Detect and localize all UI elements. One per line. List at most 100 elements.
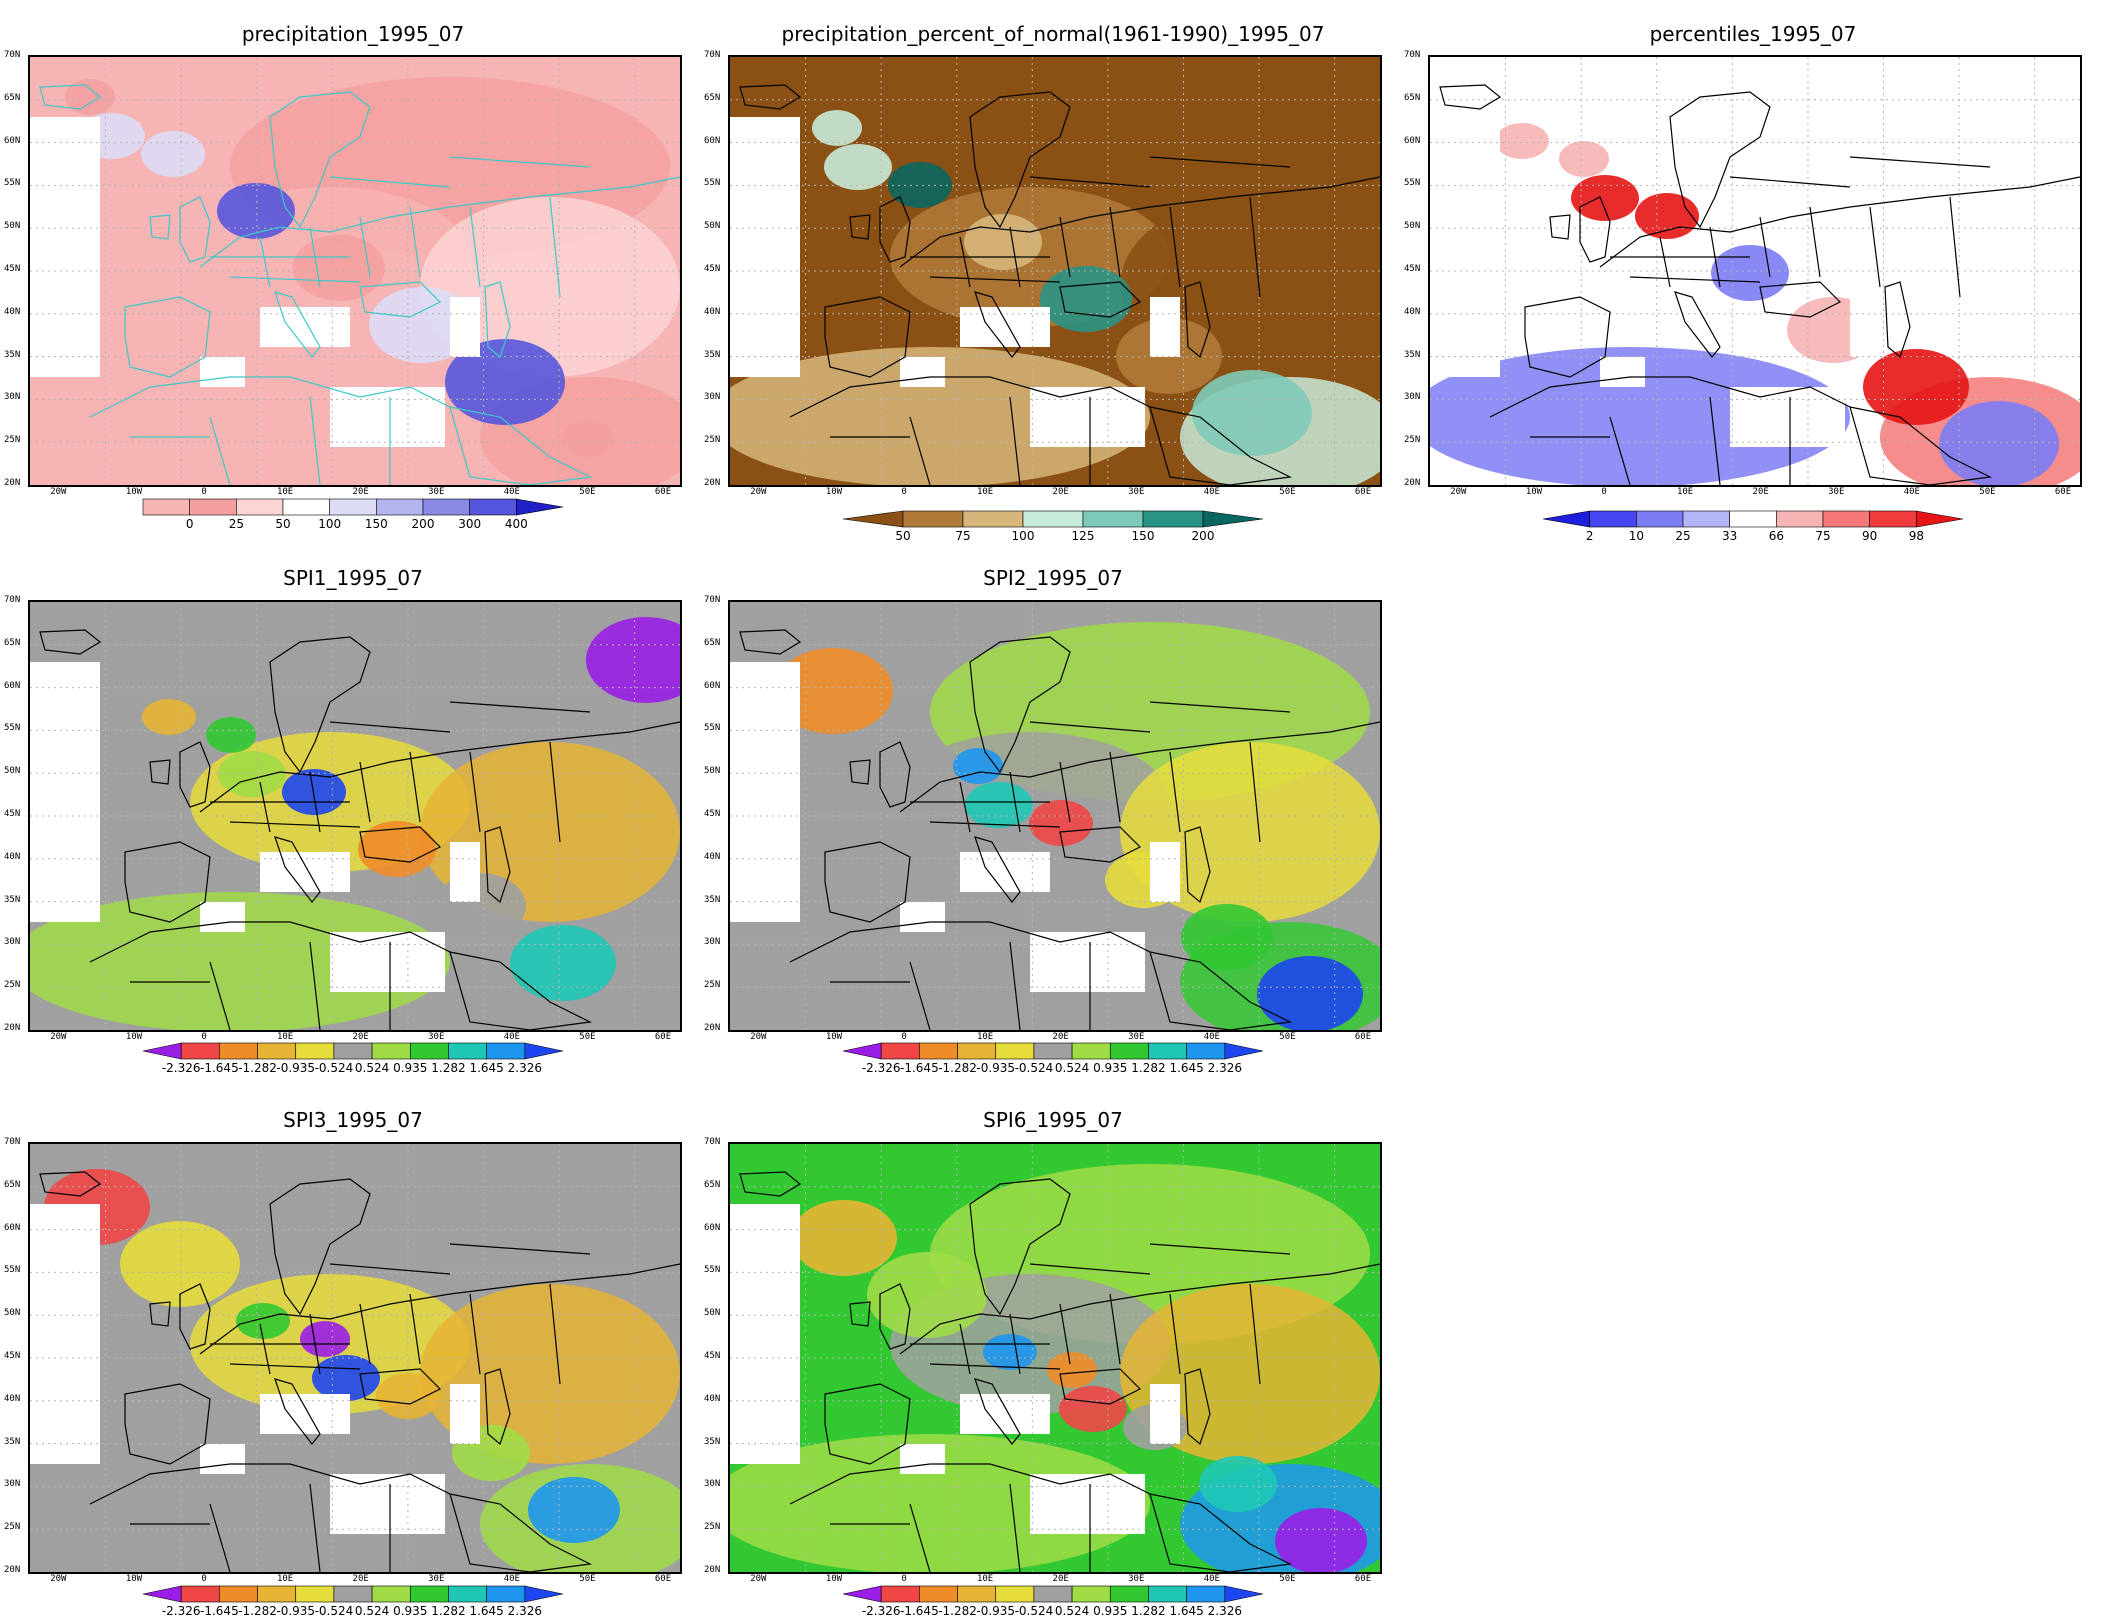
colorbar-segment: [1869, 510, 1917, 528]
lat-tick-label: 50N: [704, 766, 721, 777]
lon-tick-label: 10E: [276, 487, 294, 497]
country-boundary: [199, 176, 680, 268]
lat-tick-label: 55N: [4, 1265, 21, 1276]
lon-tick-label: 60E: [1354, 1032, 1372, 1042]
country-boundary: [39, 1171, 102, 1197]
field-blob: [824, 144, 892, 190]
colorbar-label: -0.524: [1014, 1604, 1054, 1618]
lon-tick-label: 40E: [503, 1032, 520, 1042]
country-boundary: [1524, 296, 1611, 378]
lon-tick-label: 10E: [276, 1032, 294, 1042]
lat-tick-label: 30N: [4, 1479, 21, 1490]
colorbar-segment: [333, 1585, 373, 1603]
country-boundary: [969, 636, 1071, 774]
colorbar-segment: [448, 1585, 487, 1603]
lat-tick-label: 25N: [4, 435, 21, 446]
colorbar-segment: [282, 498, 330, 516]
lat-tick-label: 60N: [4, 135, 21, 146]
colorbar-label: -1.282: [938, 1061, 977, 1075]
colorbar-segment: [842, 1042, 882, 1060]
country-boundary: [449, 951, 593, 1030]
country-boundary: [1184, 1368, 1211, 1446]
colorbar-segment: [142, 498, 190, 516]
field-blob: [983, 1334, 1037, 1370]
country-boundary: [269, 91, 371, 229]
country-boundary: [130, 1483, 391, 1572]
country-boundary: [1759, 281, 1842, 318]
field-blob: [282, 769, 346, 815]
colorbar-label: 0.524: [1054, 1604, 1090, 1618]
panel-title: SPI2_1995_07: [983, 566, 1123, 590]
colorbar-label: -2.326: [161, 1604, 201, 1618]
lat-tick-label: 20N: [704, 1565, 721, 1575]
colorbar-label: 1.282: [1131, 1061, 1166, 1075]
colorbar-label: 0.935: [393, 1061, 428, 1075]
lat-tick-label: 65N: [704, 637, 721, 648]
country-boundary: [1579, 196, 1611, 263]
country-boundary: [484, 1368, 511, 1446]
lon-tick-label: 50E: [1279, 1574, 1296, 1584]
country-boundary: [830, 396, 1091, 485]
lat-tick-label: 55N: [4, 178, 21, 189]
country-boundary: [269, 1178, 371, 1316]
lon-tick-label: 10E: [1676, 487, 1694, 497]
field-blob: [141, 131, 205, 177]
lon-tick-label: 10W: [1525, 487, 1543, 497]
colorbar-label: 2.326: [1207, 1604, 1242, 1618]
map-frame-spi3: [28, 1142, 682, 1574]
colorbar-label: 2.326: [507, 1061, 542, 1075]
lat-tick-label: 70N: [1404, 50, 1421, 60]
lat-tick-label: 45N: [704, 264, 721, 274]
colorbar-segment: [1916, 510, 1964, 528]
field-blob: [791, 1200, 897, 1276]
lon-tick-label: 20W: [750, 1574, 767, 1584]
colorbar-segment: [371, 1585, 411, 1603]
no-data-area: [200, 357, 245, 387]
country-boundary: [739, 1171, 802, 1197]
lat-tick-label: 55N: [1404, 178, 1421, 189]
country-boundary: [974, 836, 1021, 903]
lat-tick-label: 25N: [1404, 435, 1421, 446]
colorbar-label: 200: [411, 517, 435, 531]
field-blob: [867, 1252, 987, 1338]
lat-tick-label: 30N: [704, 392, 721, 403]
colorbar: [1542, 510, 1964, 528]
lon-tick-label: 0: [201, 487, 207, 497]
lat-tick-label: 65N: [1404, 92, 1421, 103]
colorbar-segment: [409, 1042, 449, 1060]
lat-tick-label: 30N: [704, 937, 721, 948]
lon-tick-label: 20E: [1052, 1032, 1069, 1042]
lat-tick-label: 25N: [4, 1522, 21, 1533]
lon-tick-label: 20E: [1752, 487, 1769, 497]
colorbar-label: -0.524: [314, 1604, 354, 1618]
lon-tick-label: 30E: [1828, 487, 1845, 497]
country-boundary: [969, 1178, 1071, 1316]
lon-tick-label: 10E: [976, 1032, 994, 1042]
lat-tick-label: 20N: [4, 478, 21, 488]
colorbar-label: 33: [1722, 529, 1738, 543]
map-canvas: [30, 1144, 680, 1572]
lon-tick-label: 30E: [1128, 1574, 1145, 1584]
field-blob: [561, 421, 615, 457]
colorbar-label: 50: [275, 517, 291, 531]
field-blob: [65, 79, 115, 115]
lat-tick-label: 65N: [704, 92, 721, 103]
no-data-area: [330, 1474, 445, 1534]
field-blob: [358, 821, 436, 877]
country-boundary: [739, 629, 802, 655]
colorbar-segment: [142, 1042, 182, 1060]
lat-tick-label: 35N: [704, 894, 721, 905]
colorbar-segment: [1082, 510, 1144, 528]
no-data-area: [260, 307, 350, 347]
colorbar-segment: [257, 1042, 297, 1060]
colorbar-label: -2.326: [861, 1061, 901, 1075]
field-blob: [730, 1434, 1150, 1572]
lon-tick-label: 0: [201, 1032, 207, 1042]
lat-tick-label: 45N: [1404, 264, 1421, 274]
lon-tick-label: 20W: [50, 1032, 67, 1042]
lon-tick-label: 0: [901, 1574, 907, 1584]
map-frame-percentiles: [1428, 55, 2082, 487]
country-boundary: [359, 826, 442, 863]
lon-tick-label: 20W: [750, 1032, 767, 1042]
colorbar-segment: [486, 1585, 526, 1603]
